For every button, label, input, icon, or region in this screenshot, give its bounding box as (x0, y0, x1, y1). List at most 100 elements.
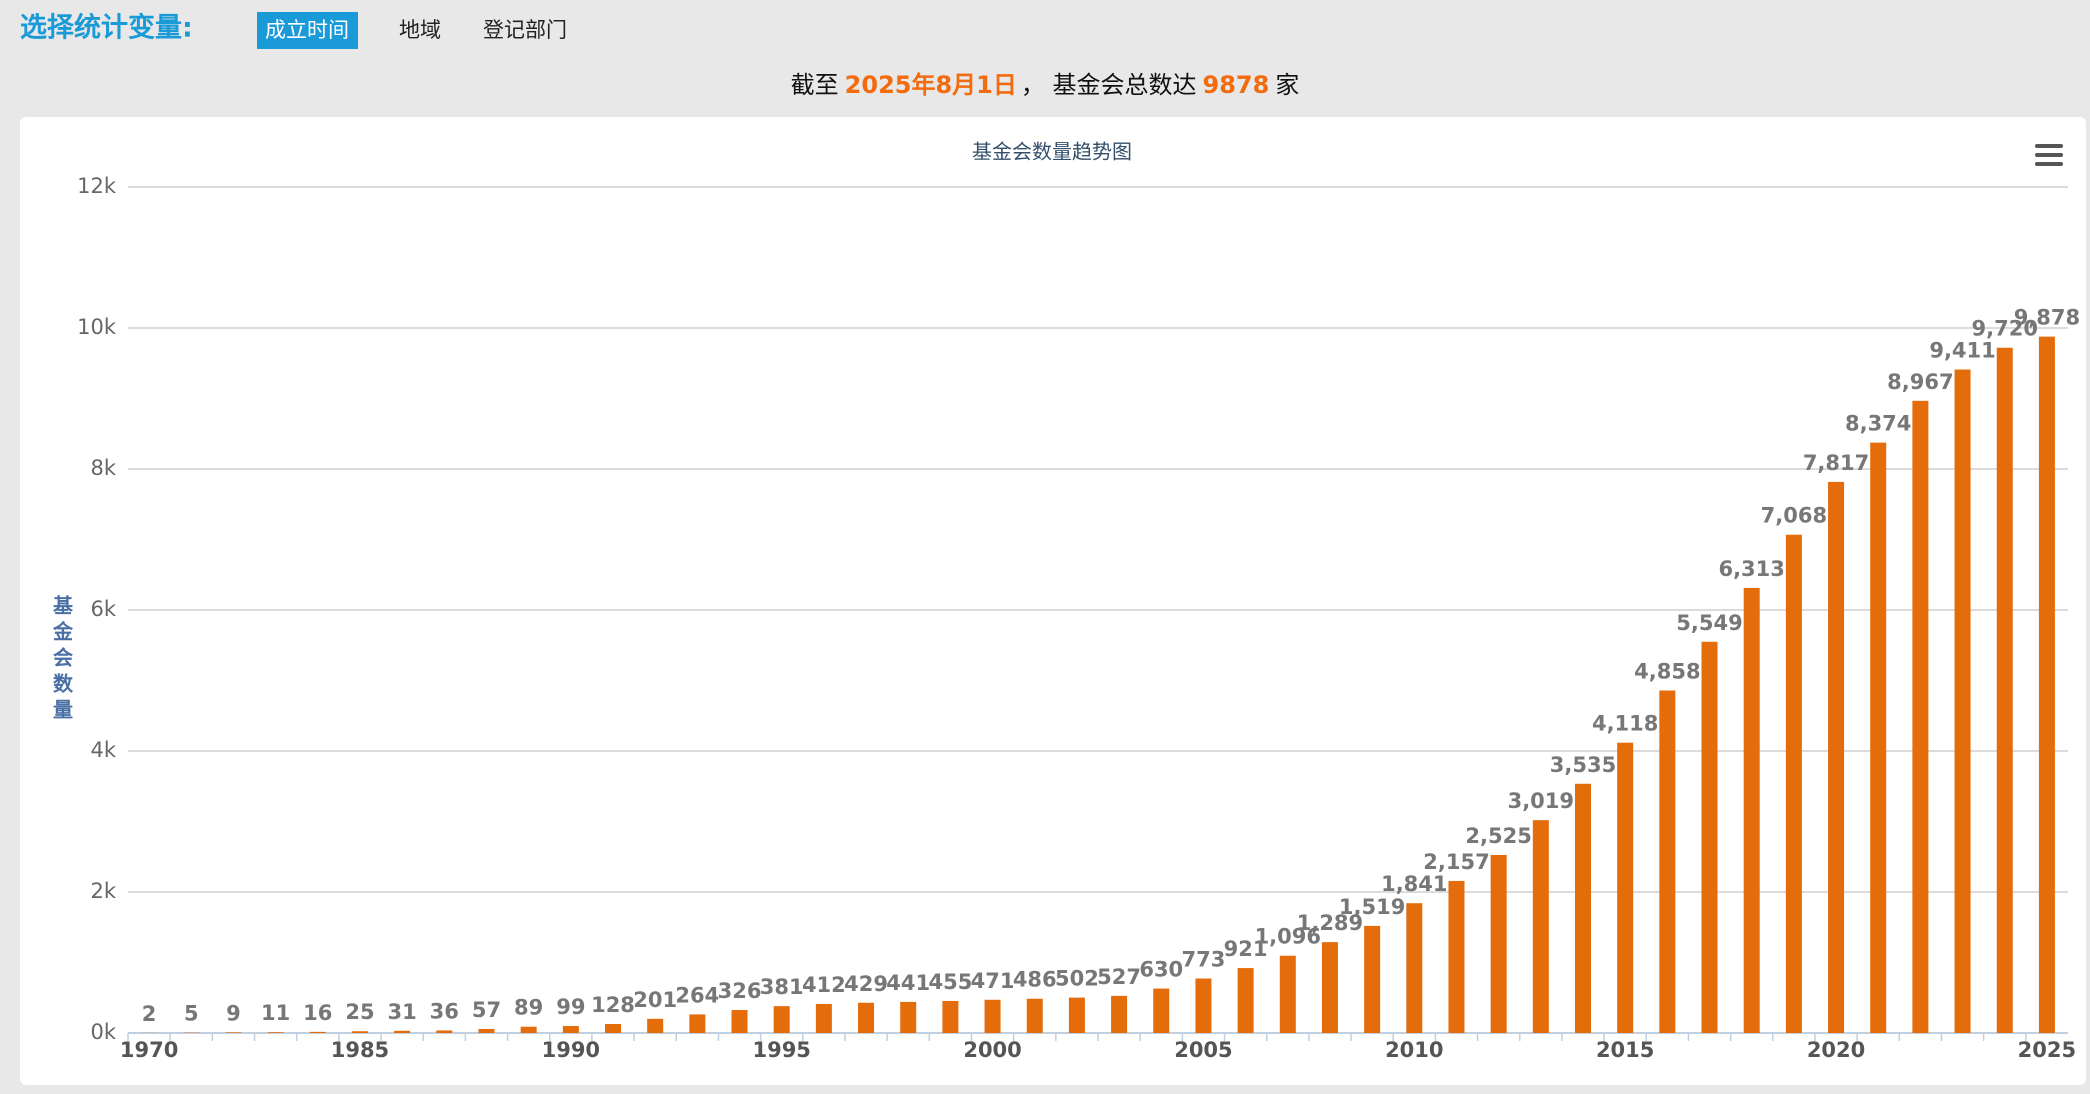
x-tick-label: 2015 (1596, 1038, 1654, 1062)
notice-date: 2025年8月1日 (845, 71, 1017, 99)
data-label: 9,878 (2014, 306, 2080, 330)
data-label: 25 (345, 1000, 374, 1024)
data-label: 9,411 (1929, 339, 1995, 363)
data-label: 5 (184, 1002, 199, 1026)
bar (1954, 369, 1971, 1033)
bar (1026, 998, 1043, 1033)
data-label: 57 (472, 998, 501, 1022)
bar (1153, 988, 1170, 1033)
bar (1195, 978, 1212, 1033)
x-tick-label: 2025 (2018, 1038, 2076, 1062)
bar (1870, 442, 1887, 1033)
bar (520, 1026, 537, 1033)
data-label: 1,096 (1255, 925, 1321, 949)
notice-count: 9878 (1203, 71, 1270, 99)
x-tick-label: 1990 (542, 1038, 600, 1062)
menu-icon[interactable] (2035, 144, 2063, 166)
bar (1406, 903, 1423, 1033)
data-label: 9 (226, 1001, 241, 1025)
data-label: 441 (886, 971, 930, 995)
bar (1448, 880, 1465, 1033)
bar (1575, 783, 1591, 1033)
data-label: 381 (760, 975, 804, 999)
bar (605, 1023, 621, 1033)
bar (309, 1031, 326, 1033)
data-label: 7,817 (1803, 451, 1869, 475)
bar (1321, 942, 1338, 1033)
data-label: 128 (591, 993, 635, 1017)
y-tick-label: 0k (90, 1020, 116, 1044)
bar (1532, 820, 1549, 1033)
data-label: 486 (1013, 968, 1057, 992)
data-label: 471 (971, 969, 1015, 993)
bar (562, 1026, 579, 1033)
data-label: 16 (303, 1001, 332, 1025)
bar (2038, 336, 2055, 1033)
x-tick-label: 1995 (752, 1038, 810, 1062)
bar (1279, 955, 1296, 1033)
tab-active-bg[interactable] (257, 12, 358, 49)
data-label: 630 (1139, 958, 1183, 982)
bar (1068, 997, 1085, 1033)
bar (1785, 534, 1802, 1033)
data-label: 36 (430, 999, 459, 1023)
bar (731, 1010, 748, 1033)
data-label: 6,313 (1718, 557, 1784, 581)
data-label: 31 (388, 1000, 417, 1024)
data-label: 502 (1055, 967, 1099, 991)
bar (267, 1032, 284, 1033)
x-tick-label: 1970 (120, 1038, 178, 1062)
bar (984, 999, 1001, 1033)
notice-text: 家 (1275, 71, 1299, 99)
data-label: 527 (1097, 965, 1141, 989)
bar (1364, 925, 1381, 1033)
data-label: 5,549 (1676, 611, 1742, 635)
chart-card (20, 117, 2086, 1085)
bar (1828, 481, 1845, 1033)
data-label: 1,519 (1339, 895, 1405, 919)
bar (689, 1014, 706, 1033)
chart-title: 基金会数量趋势图 (972, 140, 1132, 164)
bar (1743, 587, 1760, 1033)
data-label: 89 (514, 996, 543, 1020)
data-label: 2,157 (1423, 850, 1489, 874)
y-tick-label: 2k (90, 879, 116, 903)
bar (1996, 347, 2013, 1033)
data-label: 3,019 (1508, 789, 1574, 813)
bar (773, 1006, 790, 1033)
data-label: 8,374 (1845, 412, 1911, 436)
y-tick-label: 10k (77, 315, 117, 339)
data-label: 2 (142, 1002, 157, 1026)
data-label: 412 (802, 973, 846, 997)
y-tick-label: 8k (90, 456, 116, 480)
header-title: 选择统计变量: (20, 12, 193, 44)
bar (900, 1001, 917, 1033)
x-tick-label: 2000 (963, 1038, 1021, 1062)
data-label: 326 (718, 979, 762, 1003)
data-label: 8,967 (1887, 370, 1953, 394)
tab[interactable]: 成立时间 (265, 18, 349, 42)
data-label: 3,535 (1550, 753, 1616, 777)
data-label: 11 (261, 1001, 290, 1025)
data-label: 455 (928, 970, 972, 994)
bar (1617, 742, 1634, 1033)
bar (1659, 690, 1676, 1033)
tab[interactable]: 登记部门 (483, 18, 567, 42)
data-label: 201 (633, 988, 677, 1012)
y-tick-label: 4k (90, 738, 116, 762)
y-axis-label: 基金会数量 (50, 595, 74, 725)
notice-text: 截至 (791, 71, 839, 99)
data-label: 4,858 (1634, 660, 1700, 684)
y-tick-label: 6k (90, 597, 116, 621)
bar (1111, 995, 1128, 1033)
bar (1237, 968, 1254, 1033)
data-label: 99 (556, 995, 585, 1019)
bar (942, 1000, 959, 1033)
tab[interactable]: 地域 (399, 18, 441, 42)
notice: 截至 2025年8月1日， 基金会总数达 9878 家 (791, 71, 1300, 99)
x-tick-label: 2020 (1807, 1038, 1865, 1062)
bar (351, 1031, 368, 1033)
data-label: 7,068 (1761, 504, 1827, 528)
